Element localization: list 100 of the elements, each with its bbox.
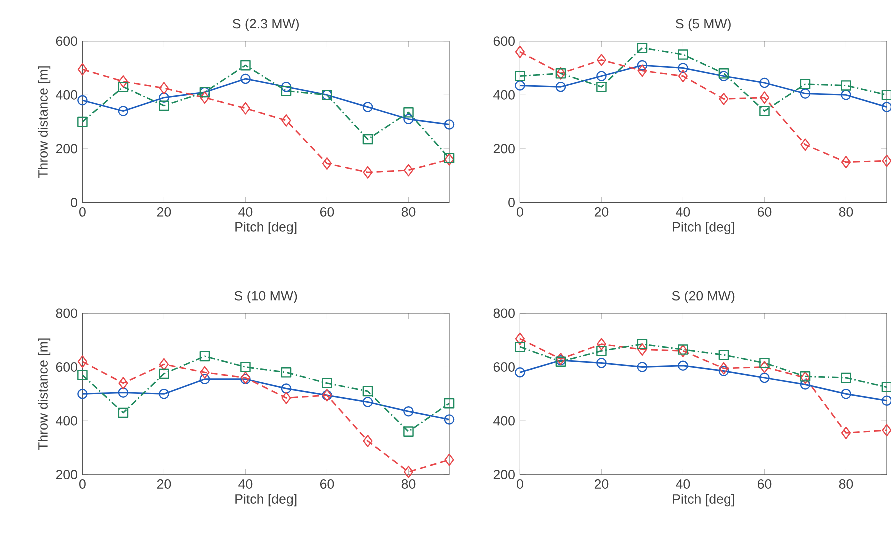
point [363,435,373,448]
x-axis-title: Pitch [deg] [236,222,297,235]
point [841,80,852,92]
point [515,342,526,352]
point [515,71,526,82]
point [882,155,891,168]
point [282,392,292,405]
point [322,378,332,389]
point [596,346,607,356]
point [281,368,292,378]
x-axis-title: Pitch [deg] [673,494,734,507]
x-tick-label: 60 [758,480,772,490]
point [718,366,730,377]
point [240,102,251,116]
point [159,82,170,95]
y-tick-label: 200 [494,144,515,154]
x-tick-label: 80 [402,480,416,490]
y-tick-label: 200 [56,144,78,154]
point [800,380,811,390]
point [719,362,729,376]
point [444,120,455,130]
chart-title: S (5 MW) [676,19,731,32]
y-tick-label: 600 [56,36,78,46]
point [718,68,730,80]
y-tick-label: 400 [494,416,515,426]
point [404,114,414,125]
x-tick-label: 40 [676,480,690,490]
chart-title: S (2.3 MW) [232,19,299,32]
point [78,64,88,76]
point [515,80,526,92]
point [760,92,770,104]
point [444,153,455,164]
point [760,358,770,369]
point [444,154,454,166]
y-tick-label: 600 [494,36,515,46]
point [159,92,170,104]
point [882,382,891,393]
point [118,76,128,88]
point [678,344,688,356]
y-tick-label: 600 [494,362,515,372]
point [678,361,688,372]
y-tick-label: 600 [56,362,78,372]
point [404,466,414,479]
point [404,164,414,177]
point [240,60,251,71]
point [118,377,128,390]
point [159,389,170,400]
point [637,339,648,350]
point [78,370,88,381]
point [841,427,852,440]
point [78,96,88,106]
point [78,117,88,128]
point [638,64,648,78]
point [322,158,332,170]
point [800,88,811,100]
x-axis-title: Pitch [deg] [673,222,734,235]
point [719,93,729,106]
point [841,90,852,101]
point [882,90,891,101]
point [800,79,811,90]
x-axis-title: Pitch [deg] [236,494,297,507]
y-tick-label: 200 [56,470,78,480]
y-tick-label: 800 [56,308,78,318]
point [200,374,210,385]
point [118,388,129,398]
point [882,396,891,406]
point [678,70,688,83]
point [637,60,648,71]
point [200,366,210,380]
x-tick-label: 20 [594,480,609,490]
point [841,156,852,169]
x-tick-label: 20 [157,208,172,218]
point [800,138,810,152]
point [596,338,607,351]
point [444,414,455,426]
chart-title: S (20 MW) [672,291,735,304]
point [637,43,648,54]
x-tick-label: 0 [517,480,524,490]
point [678,345,688,358]
x-tick-label: 60 [320,480,334,490]
x-tick-label: 80 [402,208,416,218]
x-tick-label: 0 [80,480,86,490]
y-tick-label: 200 [494,470,515,480]
point [678,63,688,74]
point [760,361,770,374]
x-tick-label: 60 [758,208,772,218]
x-tick-label: 20 [594,208,609,218]
y-axis-title: Throw distance [m] [38,339,51,450]
y-tick-label: 400 [494,90,515,100]
point [596,71,607,82]
chart-title: S (10 MW) [234,291,298,304]
y-tick-label: 0 [508,198,515,208]
x-tick-label: 0 [517,208,524,218]
point [362,102,374,113]
point [515,333,526,346]
point [596,358,607,369]
x-tick-label: 40 [676,208,690,218]
y-tick-label: 0 [71,198,78,208]
x-tick-label: 0 [80,208,86,218]
y-tick-label: 400 [56,90,78,100]
